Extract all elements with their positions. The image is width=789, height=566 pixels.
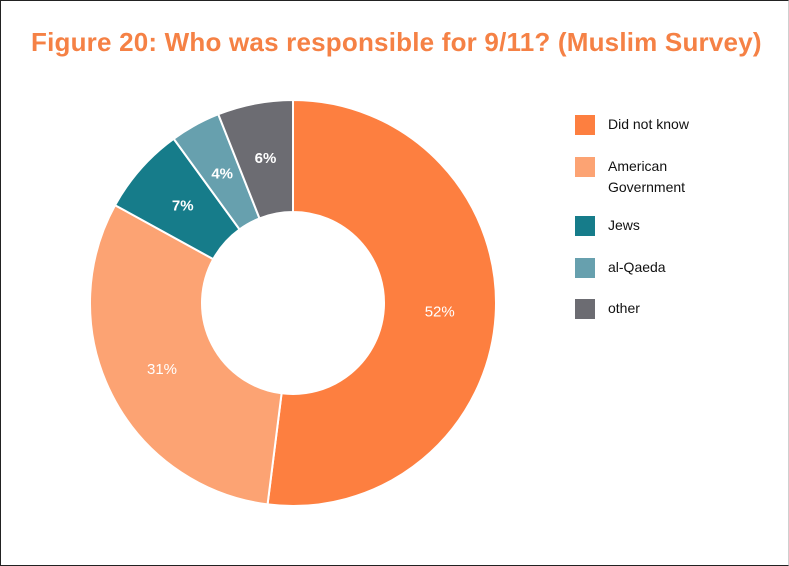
legend-swatch	[575, 216, 595, 236]
donut-slice-did-not-know	[266, 98, 497, 507]
donut-slice-other	[216, 98, 294, 220]
legend-item-did-not-know: Did not know	[575, 114, 775, 135]
donut-slice-american-government	[89, 203, 283, 506]
data-label: 7%	[172, 197, 194, 214]
legend-item-other: other	[575, 298, 775, 319]
legend-label: Jews	[608, 217, 640, 233]
legend-swatch	[575, 258, 595, 278]
legend-swatch	[575, 299, 595, 319]
legend-item-al-qaeda: al-Qaeda	[575, 257, 775, 278]
data-label: 31%	[147, 361, 177, 378]
data-label: 4%	[211, 166, 233, 183]
legend-label: other	[608, 300, 640, 316]
legend-item-jews: Jews	[575, 215, 775, 236]
legend-label: American Government	[608, 158, 686, 195]
legend-item-american-government: American Government	[575, 156, 775, 198]
data-label: 6%	[255, 150, 277, 167]
legend-label: al-Qaeda	[608, 259, 666, 275]
chart-title: Figure 20: Who was responsible for 9/11?…	[31, 27, 762, 57]
legend-label: Did not know	[608, 116, 689, 132]
legend-swatch	[575, 157, 595, 177]
legend-swatch	[575, 115, 595, 135]
data-label: 52%	[425, 304, 455, 321]
